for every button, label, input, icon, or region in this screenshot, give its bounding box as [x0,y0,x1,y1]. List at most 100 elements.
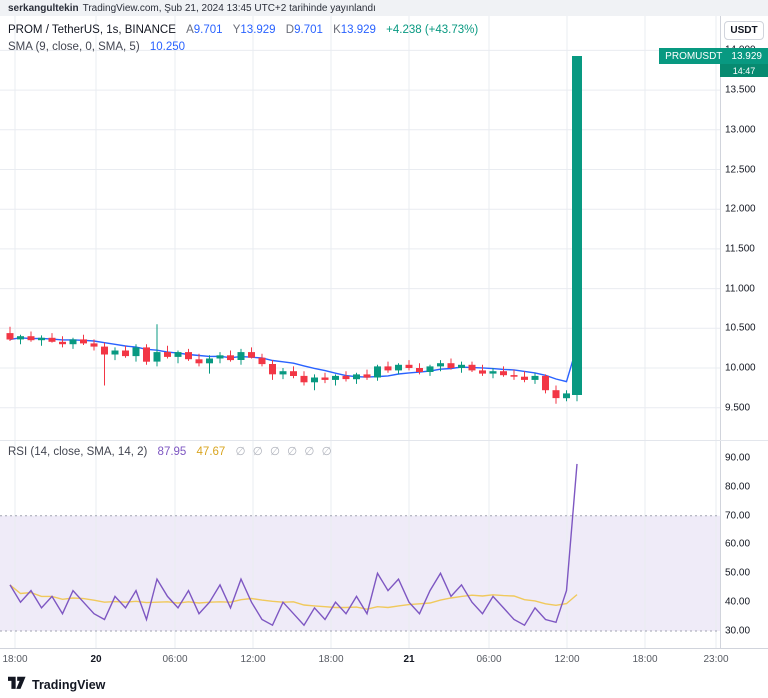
rsi-indicator-title[interactable]: RSI (14, close, SMA, 14, 2) [8,446,148,458]
candle-body[interactable] [80,339,87,344]
candle-body[interactable] [572,56,582,395]
currency-toggle-button[interactable]: USDT [724,21,764,40]
candle-body[interactable] [227,355,234,361]
candle-body[interactable] [59,341,66,345]
rsi-line[interactable] [9,463,578,627]
symbol-title[interactable]: PROM / TetherUS, 1s, BINANCE [8,24,176,36]
candle-body[interactable] [153,352,161,362]
last-price-label: PROMUSDT 13.929 [659,48,768,64]
candle-body[interactable] [258,357,266,365]
candle-body[interactable] [510,375,518,377]
price-pane[interactable] [0,16,720,440]
candle-body[interactable] [195,359,203,364]
candle-body[interactable] [48,337,56,342]
symbol-legend: PROM / TetherUS, 1s, BINANCE A9.701 Y13.… [8,22,478,56]
rsi-tick-label: 50.00 [725,567,751,579]
candle-body[interactable] [542,375,549,391]
time-tick-day-label: 21 [403,654,415,665]
rsi-tick-label: 30.00 [725,625,751,637]
plot-area[interactable] [0,16,720,648]
time-tick-label: 06:00 [162,654,188,665]
right-price-axis[interactable]: USDT 14.00013.50013.00012.50012.00011.50… [720,16,768,648]
candle-body[interactable] [6,333,14,340]
ohlc-high: Y13.929 [232,24,276,36]
candle-body[interactable] [531,375,539,380]
candle-body[interactable] [122,350,129,357]
candle-body[interactable] [395,364,402,371]
tradingview-brand[interactable]: TradingView [32,678,106,692]
candle-body[interactable] [185,352,192,360]
candle-body[interactable] [300,375,308,383]
rsi-hidden-values: ∅ ∅ ∅ ∅ ∅ ∅ [235,446,334,458]
time-tick-label: 12:00 [240,654,266,665]
candle-body[interactable] [342,375,350,380]
time-tick-label: 18:00 [318,654,344,665]
candle-body[interactable] [290,371,297,376]
candle-body[interactable] [500,371,507,376]
candle-body[interactable] [143,347,150,362]
candle-body[interactable] [206,358,213,364]
candle-body[interactable] [374,366,381,378]
candle-body[interactable] [164,352,171,357]
candle-body[interactable] [416,368,423,372]
candle-body[interactable] [111,350,119,355]
price-tick-label: 9.500 [725,402,751,414]
candle-body[interactable] [405,364,413,368]
ohlc-low: D9.701 [285,24,323,36]
candle-body[interactable] [447,363,455,368]
attribution-author: serkangultekin [8,2,79,14]
sma-indicator-value: 10.250 [149,41,186,53]
time-axis[interactable]: 18:00 20 06:00 12:00 18:00 21 06:00 12:00 18:00 2… [0,648,768,672]
candle-body[interactable] [437,363,444,367]
last-price-symbol: PROMUSDT [665,50,723,62]
candle-body[interactable] [216,355,224,359]
rsi-ma-line[interactable] [9,584,578,610]
candle-body[interactable] [90,343,98,347]
candle-body[interactable] [426,366,434,372]
sma-indicator-title[interactable]: SMA (9, close, 0, SMA, 5) [8,41,140,53]
rsi-tick-label: 80.00 [725,481,751,493]
candle-body[interactable] [479,370,486,374]
time-tick-label: 18:00 [2,654,28,665]
price-tick-label: 10.000 [725,362,756,374]
rsi-pane[interactable] [0,440,720,648]
candle-body[interactable] [69,339,77,345]
candle-body[interactable] [332,375,339,380]
rsi-indicator-legend: RSI (14, close, SMA, 14, 2) 87.95 47.67 … [8,444,334,458]
candle-body[interactable] [311,377,318,383]
ohlc-open: A9.701 [186,24,223,36]
candle-body[interactable] [468,364,476,371]
candle-body[interactable] [237,352,245,360]
candle-body[interactable] [248,352,255,358]
candle-body[interactable] [552,390,560,399]
tradingview-logo-icon[interactable] [8,676,26,695]
candle-body[interactable] [321,377,329,380]
candle-body[interactable] [101,346,108,355]
rsi-value: 87.95 [157,446,187,458]
price-tick-label: 13.000 [725,124,756,136]
price-tick-label: 11.000 [725,283,755,295]
candle-body[interactable] [563,393,570,399]
candle-body[interactable] [38,337,45,341]
candle-body[interactable] [269,364,276,375]
time-tick-label: 18:00 [632,654,658,665]
pane-divider[interactable] [0,440,768,441]
rsi-tick-label: 40.00 [725,596,751,608]
candle-body[interactable] [132,347,140,357]
time-tick-label: 23:00 [703,654,729,665]
rsi-tick-label: 60.00 [725,538,751,550]
candle-body[interactable] [458,364,465,368]
price-tick-label: 11.500 [725,243,755,255]
candle-body[interactable] [384,366,392,371]
candle-body[interactable] [363,374,371,378]
candle-body[interactable] [17,336,24,340]
rsi-band [0,515,720,631]
candle-body[interactable] [27,336,35,341]
candle-body[interactable] [279,371,287,375]
rsi-tick-label: 90.00 [725,452,751,464]
candle-body[interactable] [174,352,182,357]
rsi-ma-value: 47.67 [196,446,226,458]
candle-body[interactable] [353,374,360,380]
candle-body[interactable] [521,376,528,380]
candle-body[interactable] [489,371,497,374]
